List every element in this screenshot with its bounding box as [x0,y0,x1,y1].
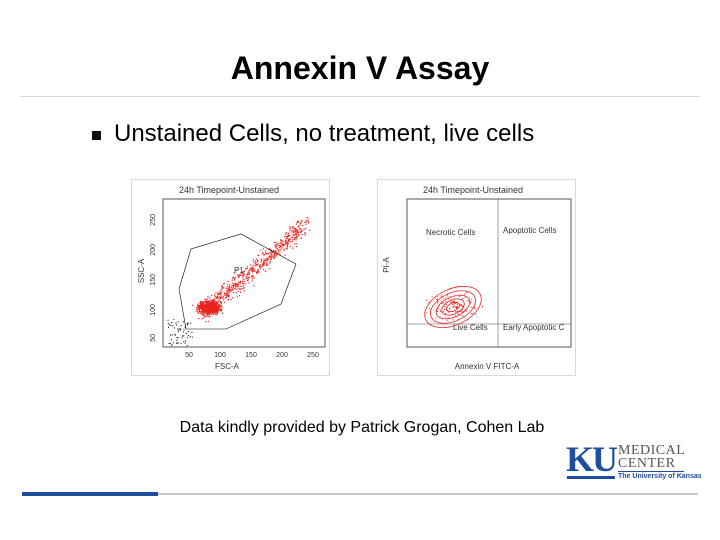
plot-left-ylabel: SSC-A [137,258,146,283]
scatter-plot-fsc-ssc: 24h Timepoint-Unstained 50 100 150 200 250 5… [131,179,330,376]
contour-plot-annexin-pi: 24h Timepoint-Unstained Necrotic Cells A… [377,179,576,376]
plot-left-xlabel: FSC-A [215,362,240,371]
logo-subtitle: The University of Kansas [618,473,702,480]
plot-left-xtick-label: 200 [276,352,288,359]
plot-left-ytick-label: 100 [150,304,157,316]
plot-left-ytick-label: 200 [150,244,157,256]
plot-left-frame [162,198,326,348]
gate-p1-label: P1 [234,266,244,275]
plot-left-xtick-label: 50 [185,352,193,359]
plot-left-ytick-label: 150 [150,274,157,286]
plot-left-xtick-label: 100 [214,352,226,359]
plot-right-title: 24h Timepoint-Unstained [423,185,523,195]
footer-divider [158,493,698,495]
plot-left-xtick-label: 250 [307,352,319,359]
logo-line-center: CENTER [618,456,676,471]
plot-right-frame [406,198,572,348]
logo-line-medical: MEDICAL [618,443,686,458]
plot-right-xlabel: Annexin V FITC-A [455,362,520,371]
plot-left-xtick-label: 150 [245,352,257,359]
title-divider [20,96,700,97]
logo-ku-mark: KU [566,439,618,479]
slide-title: Annexin V Assay [230,50,490,86]
logo-underline [567,476,615,479]
footer-accent-bar [22,492,158,496]
plot-left-ytick-label: 50 [150,334,157,342]
plot-right-ylabel: PI-A [382,257,391,273]
gate-p1-outline [178,233,297,330]
quadrant-upper-right-label: Apoptotic Cells [503,226,556,235]
plot-left-ytick-label: 250 [150,214,157,226]
quadrant-upper-left-label: Necrotic Cells [426,228,475,237]
data-credit: Data kindly provided by Patrick Grogan, … [179,419,545,436]
ku-medical-center-logo: KU MEDICAL CENTER The University of Kans… [566,439,702,482]
square-bullet-icon [92,130,101,140]
bullet-item: Unstained Cells, no treatment, live cell… [92,120,534,148]
quadrant-lower-left-label: Live Cells [453,323,488,332]
logo-rule [618,471,684,472]
quadrant-lower-right-label: Early Apoptotic C [503,323,565,332]
plot-left-title: 24h Timepoint-Unstained [179,185,279,195]
bullet-text: Unstained Cells, no treatment, live cell… [114,120,535,147]
